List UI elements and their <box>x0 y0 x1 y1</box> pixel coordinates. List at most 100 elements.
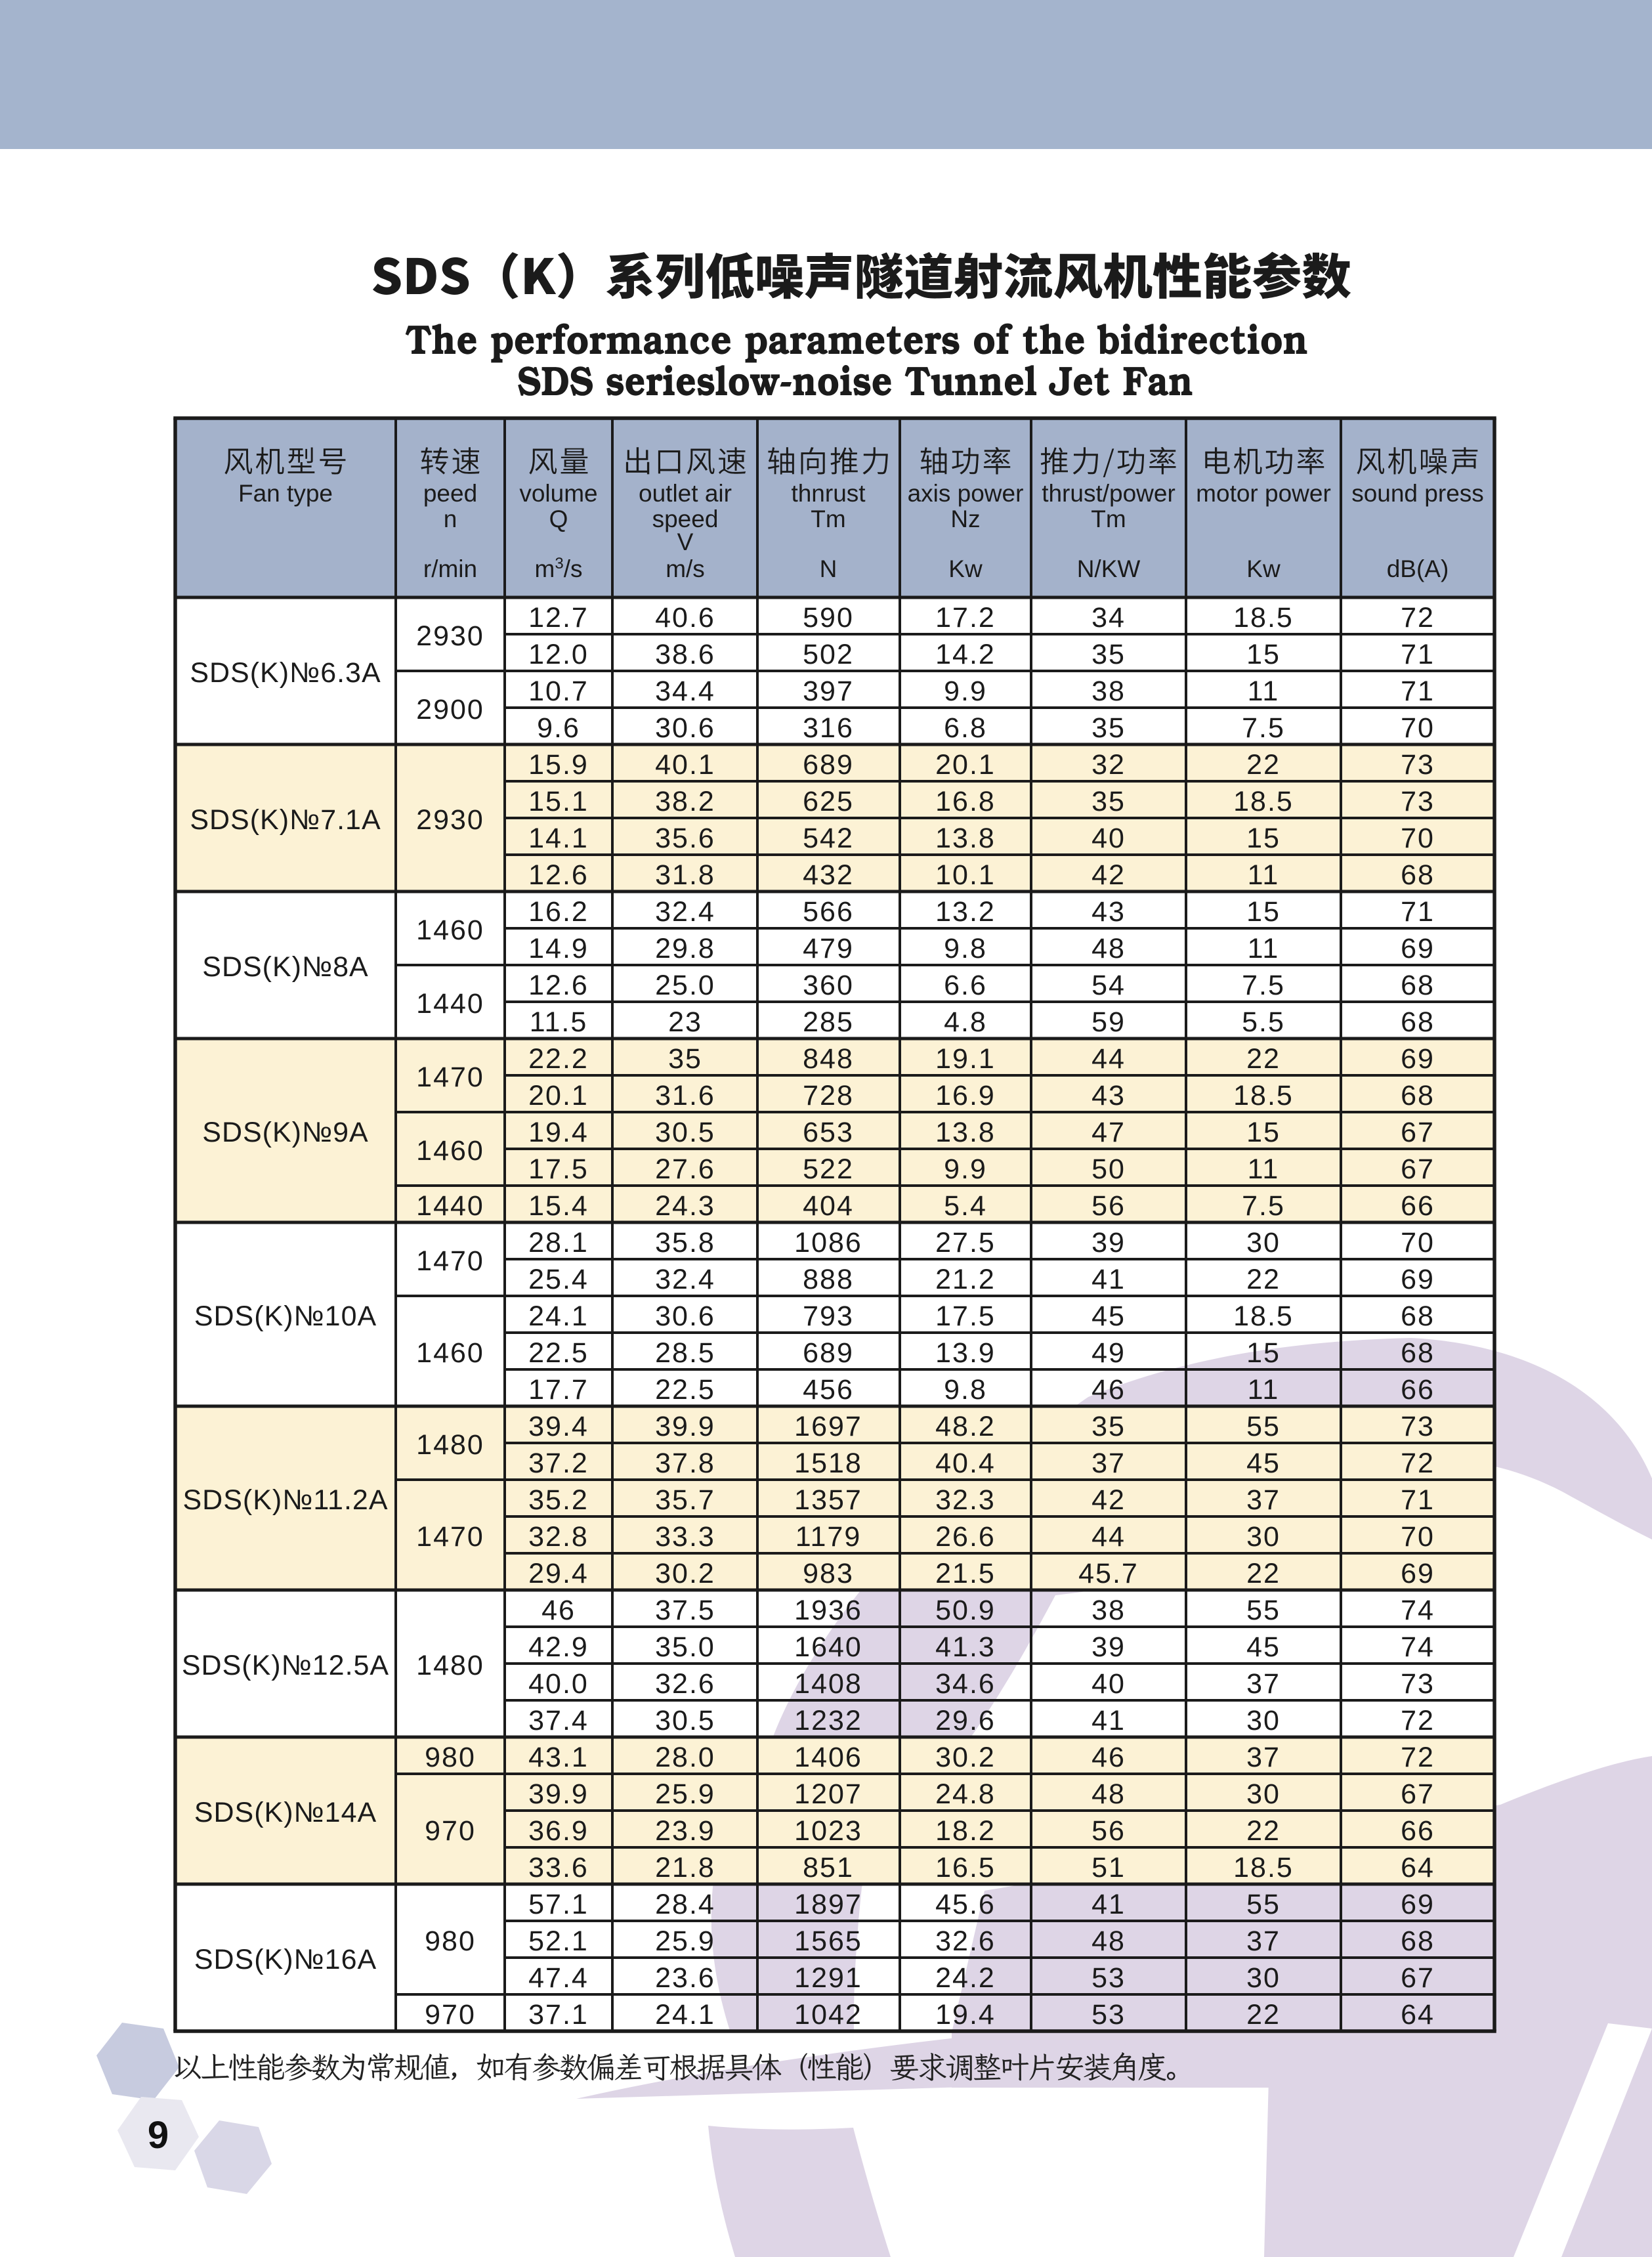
svg-text:32.3: 32.3 <box>935 1484 996 1516</box>
svg-text:24.2: 24.2 <box>935 1962 996 1994</box>
svg-text:1480: 1480 <box>416 1650 484 1681</box>
svg-text:32.8: 32.8 <box>528 1521 589 1553</box>
svg-text:41.3: 41.3 <box>935 1631 996 1663</box>
svg-text:73: 73 <box>1401 749 1435 781</box>
svg-text:28.1: 28.1 <box>528 1227 589 1258</box>
svg-text:9.9: 9.9 <box>944 676 987 707</box>
svg-text:21.5: 21.5 <box>935 1558 996 1589</box>
svg-text:1086: 1086 <box>794 1227 862 1258</box>
svg-text:9.9: 9.9 <box>944 1153 987 1185</box>
svg-text:689: 689 <box>803 749 854 781</box>
svg-text:1460: 1460 <box>416 914 484 946</box>
svg-text:64: 64 <box>1401 1852 1435 1883</box>
svg-text:9.6: 9.6 <box>537 712 580 744</box>
svg-text:566: 566 <box>803 896 854 928</box>
svg-text:31.6: 31.6 <box>655 1080 715 1111</box>
svg-text:18.5: 18.5 <box>1233 1300 1294 1332</box>
svg-text:25.9: 25.9 <box>655 1778 715 1810</box>
svg-text:69: 69 <box>1401 1889 1435 1920</box>
svg-text:70: 70 <box>1401 712 1435 744</box>
svg-text:39: 39 <box>1091 1631 1126 1663</box>
svg-text:n: n <box>444 505 457 532</box>
svg-text:40.6: 40.6 <box>655 602 715 634</box>
svg-text:1936: 1936 <box>794 1595 862 1626</box>
svg-text:25.0: 25.0 <box>655 970 715 1001</box>
svg-text:888: 888 <box>803 1264 854 1295</box>
svg-text:68: 68 <box>1401 1925 1435 1957</box>
svg-text:1408: 1408 <box>794 1668 862 1700</box>
svg-text:69: 69 <box>1401 1264 1435 1295</box>
svg-text:39.9: 39.9 <box>655 1411 715 1442</box>
svg-text:18.2: 18.2 <box>935 1815 996 1847</box>
svg-text:625: 625 <box>803 786 854 817</box>
svg-text:33.3: 33.3 <box>655 1521 715 1553</box>
svg-text:73: 73 <box>1401 1668 1435 1700</box>
svg-text:N/KW: N/KW <box>1077 555 1141 582</box>
svg-text:68: 68 <box>1401 1080 1435 1111</box>
svg-text:V: V <box>677 528 694 555</box>
svg-text:1697: 1697 <box>794 1411 862 1442</box>
svg-text:27.5: 27.5 <box>935 1227 996 1258</box>
svg-text:15: 15 <box>1246 1117 1281 1148</box>
svg-text:1460: 1460 <box>416 1337 484 1369</box>
svg-text:35.7: 35.7 <box>655 1484 715 1516</box>
svg-text:1357: 1357 <box>794 1484 862 1516</box>
svg-text:1406: 1406 <box>794 1742 862 1773</box>
svg-text:15: 15 <box>1246 896 1281 928</box>
svg-text:Tm: Tm <box>1091 505 1126 532</box>
svg-text:24.1: 24.1 <box>528 1300 589 1332</box>
svg-text:2900: 2900 <box>416 694 484 725</box>
svg-text:5.5: 5.5 <box>1242 1006 1285 1038</box>
svg-text:7.5: 7.5 <box>1242 1190 1285 1222</box>
svg-text:1518: 1518 <box>794 1448 862 1479</box>
svg-text:12.7: 12.7 <box>528 602 589 634</box>
svg-text:71: 71 <box>1401 1484 1435 1516</box>
svg-text:1440: 1440 <box>416 988 484 1020</box>
svg-text:13.8: 13.8 <box>935 823 996 854</box>
svg-text:48: 48 <box>1091 1778 1126 1810</box>
svg-text:6.6: 6.6 <box>944 970 987 1001</box>
svg-text:34.6: 34.6 <box>935 1668 996 1700</box>
svg-text:r/min: r/min <box>423 555 477 582</box>
svg-text:16.2: 16.2 <box>528 896 589 928</box>
svg-text:39: 39 <box>1091 1227 1126 1258</box>
svg-text:19.4: 19.4 <box>528 1117 589 1148</box>
svg-text:30: 30 <box>1246 1705 1281 1736</box>
svg-text:46: 46 <box>541 1595 576 1626</box>
svg-text:479: 479 <box>803 933 854 964</box>
svg-text:22.5: 22.5 <box>655 1374 715 1406</box>
svg-text:28.5: 28.5 <box>655 1337 715 1369</box>
svg-text:72: 72 <box>1401 1448 1435 1479</box>
svg-text:15.9: 15.9 <box>528 749 589 781</box>
svg-text:28.0: 28.0 <box>655 1742 715 1773</box>
svg-text:24.1: 24.1 <box>655 1999 715 2031</box>
svg-text:22.2: 22.2 <box>528 1043 589 1075</box>
svg-text:17.5: 17.5 <box>935 1300 996 1332</box>
svg-text:32.4: 32.4 <box>655 1264 715 1295</box>
svg-text:45: 45 <box>1091 1300 1126 1332</box>
svg-text:30: 30 <box>1246 1778 1281 1810</box>
svg-text:19.4: 19.4 <box>935 1999 996 2031</box>
svg-text:1470: 1470 <box>416 1062 484 1093</box>
svg-text:43.1: 43.1 <box>528 1742 589 1773</box>
svg-text:40: 40 <box>1091 823 1126 854</box>
svg-text:30.5: 30.5 <box>655 1705 715 1736</box>
svg-text:15: 15 <box>1246 823 1281 854</box>
svg-text:53: 53 <box>1091 1999 1126 2031</box>
svg-text:71: 71 <box>1401 676 1435 707</box>
svg-text:peed: peed <box>423 480 477 507</box>
svg-text:11: 11 <box>1248 1153 1280 1185</box>
svg-text:Kw: Kw <box>948 555 983 582</box>
svg-text:35: 35 <box>1091 1411 1126 1442</box>
svg-text:689: 689 <box>803 1337 854 1369</box>
svg-text:37.4: 37.4 <box>528 1705 589 1736</box>
svg-text:1640: 1640 <box>794 1631 862 1663</box>
svg-text:37: 37 <box>1246 1742 1281 1773</box>
svg-text:22: 22 <box>1246 749 1281 781</box>
svg-text:54: 54 <box>1091 970 1126 1001</box>
svg-text:9.8: 9.8 <box>944 1374 987 1406</box>
svg-text:17.7: 17.7 <box>528 1374 589 1406</box>
svg-text:64: 64 <box>1401 1999 1435 2031</box>
svg-text:70: 70 <box>1401 1521 1435 1553</box>
svg-text:68: 68 <box>1401 970 1435 1001</box>
